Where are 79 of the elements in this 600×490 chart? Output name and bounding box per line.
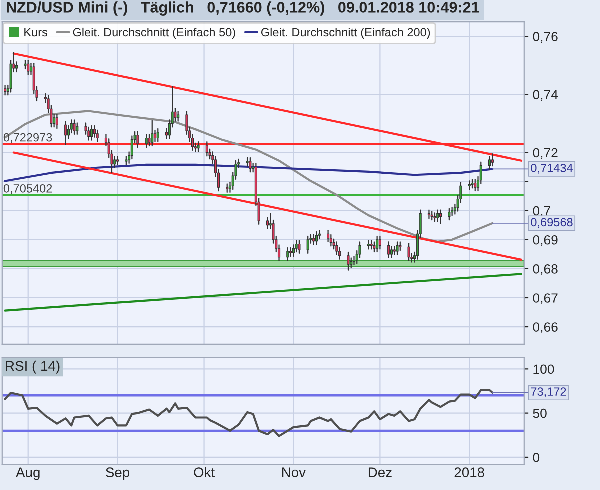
y-tick-label: 50 xyxy=(533,408,547,418)
candlestick xyxy=(145,134,148,148)
legend-label: Gleit. Durchschnitt (Einfach 50) xyxy=(73,28,236,39)
candlestick xyxy=(290,247,292,258)
chart-title: NZD/USD Mini (-) Täglich 0,71660 (-0,12%) 09.01.2018 10:49:21 xyxy=(7,2,480,16)
candlestick xyxy=(312,234,316,246)
candlestick xyxy=(388,242,390,258)
candlestick xyxy=(347,252,350,271)
candlestick xyxy=(249,157,252,173)
candlestick xyxy=(177,110,180,122)
candlestick xyxy=(27,60,30,76)
candlestick xyxy=(295,240,298,253)
candlestick xyxy=(451,206,454,216)
candlestick xyxy=(88,126,90,141)
candlestick xyxy=(428,210,431,220)
candlestick xyxy=(378,236,382,250)
candlestick xyxy=(408,243,410,262)
candlestick xyxy=(439,210,442,224)
candlestick xyxy=(376,236,379,253)
candlestick xyxy=(16,62,18,73)
y-tick-label: 0,74 xyxy=(533,90,558,102)
y-tick-label: 0,67 xyxy=(533,294,558,304)
line-series xyxy=(4,164,494,182)
candlestick xyxy=(76,122,79,136)
x-tick-label: Okt xyxy=(194,467,215,478)
candlestick xyxy=(491,154,494,167)
candlestick xyxy=(93,125,96,138)
candlestick xyxy=(151,120,154,147)
candlestick xyxy=(474,179,477,192)
x-tick-label: 2018 xyxy=(454,468,484,478)
candlestick xyxy=(448,208,451,221)
y-tick-label: 0,69 xyxy=(533,235,558,246)
line-series xyxy=(4,389,494,438)
y-tick-label: 0,76 xyxy=(533,32,558,44)
candlestick xyxy=(96,130,99,142)
candlestick xyxy=(73,120,76,136)
y-tick-label: 100 xyxy=(534,364,554,374)
y-tick-label: 0,66 xyxy=(533,322,558,334)
candlestick xyxy=(130,136,134,160)
line-series xyxy=(4,110,494,243)
annotation: 0,69568 xyxy=(531,218,573,228)
x-tick-label: Aug xyxy=(16,468,40,480)
candlestick xyxy=(56,114,58,130)
candlestick xyxy=(156,128,160,142)
candlestick xyxy=(116,156,120,166)
candlestick xyxy=(206,141,208,157)
candlestick xyxy=(292,244,295,258)
candlestick xyxy=(396,242,399,256)
x-tick-label: Dez xyxy=(368,468,392,478)
candlestick xyxy=(266,216,270,230)
y-tick-label: 0 xyxy=(533,453,540,462)
candlestick xyxy=(197,141,200,152)
y-tick-label: 0,68 xyxy=(533,264,558,276)
legend-label: Gleit. Durchschnitt (Einfach 200) xyxy=(261,28,430,39)
candlestick xyxy=(373,242,376,253)
candlestick xyxy=(330,234,332,247)
ref-line-label: 0,705402 xyxy=(4,184,52,194)
x-tick-label: Nov xyxy=(282,468,306,478)
candlestick xyxy=(436,210,440,222)
chart-title: RSI ( 14) xyxy=(6,360,60,374)
ref-line-label: 0,722973 xyxy=(4,133,52,144)
y-tick-label: 0,7 xyxy=(533,206,550,218)
candlestick xyxy=(4,84,7,96)
legend-label: Kurs xyxy=(24,28,48,37)
candlestick xyxy=(90,125,94,141)
candlestick xyxy=(148,134,151,147)
candlestick xyxy=(315,232,318,246)
candlestick xyxy=(174,108,177,122)
candlestick xyxy=(136,131,140,148)
candlestick xyxy=(298,240,301,254)
candlestick xyxy=(306,236,310,254)
candlestick xyxy=(114,156,116,168)
candlestick xyxy=(336,242,338,256)
annotation: 73,172 xyxy=(531,388,566,398)
x-tick-label: Sep xyxy=(106,468,130,480)
candlestick xyxy=(64,121,68,146)
annotation: 0,71434 xyxy=(531,164,573,174)
candlestick xyxy=(488,156,492,170)
y-tick-label: 0,72 xyxy=(533,148,558,160)
